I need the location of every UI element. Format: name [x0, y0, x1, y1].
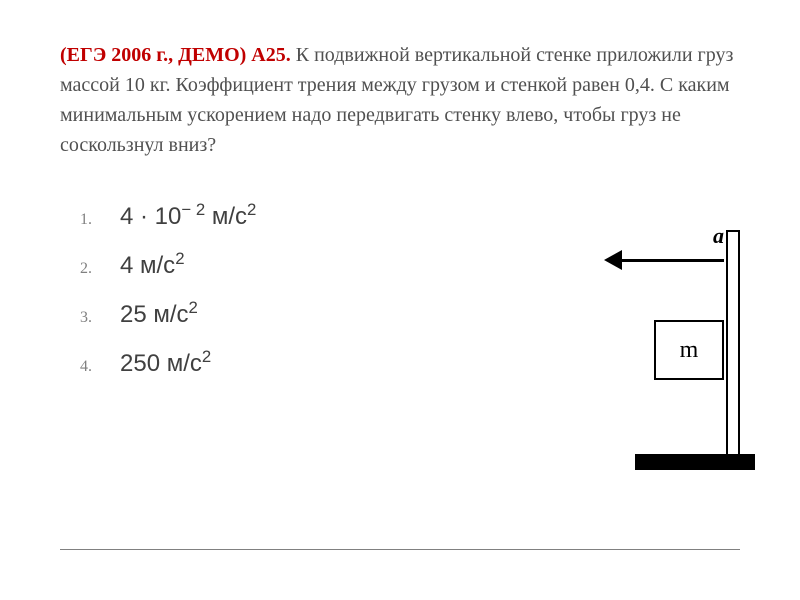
option-number: 2. [80, 260, 120, 278]
wall [726, 230, 740, 460]
option-value: 250 м/с2 [120, 347, 211, 378]
block-label: m [680, 337, 699, 364]
physics-diagram: a m [560, 210, 740, 490]
base [635, 454, 755, 470]
arrow-label: a [713, 223, 724, 249]
divider [60, 549, 740, 550]
option-number: 1. [80, 211, 120, 229]
acceleration-arrow: a [604, 245, 724, 275]
option-number: 3. [80, 309, 120, 327]
arrow-head-icon [604, 250, 622, 270]
problem-statement: (ЕГЭ 2006 г., ДЕМО) А25. К подвижной вер… [60, 40, 740, 160]
mass-block: m [654, 320, 724, 380]
option-value: 4 м/с2 [120, 249, 185, 280]
option-value: 25 м/с2 [120, 298, 198, 329]
arrow-line [614, 259, 724, 262]
option-value: 4 · 10− 2 м/с2 [120, 200, 256, 231]
option-number: 4. [80, 358, 120, 376]
problem-id: (ЕГЭ 2006 г., ДЕМО) А25. [60, 44, 291, 66]
